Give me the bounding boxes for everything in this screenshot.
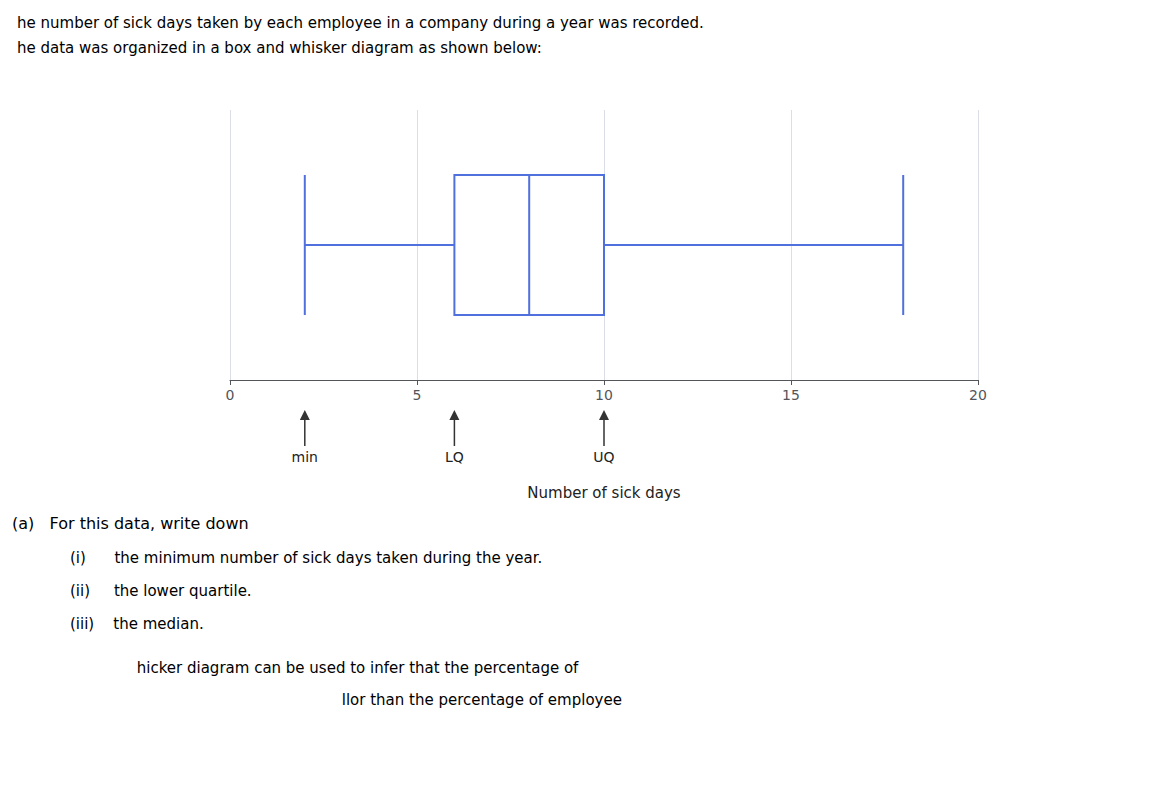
svg-text:(ii) the lower quartile.: (ii) the lower quartile.	[70, 582, 252, 600]
svg-text:llor than the percentage of em: llor than the percentage of employee	[70, 691, 622, 709]
svg-text:5: 5	[413, 387, 422, 403]
svg-text:20: 20	[969, 387, 987, 403]
svg-text:10: 10	[595, 387, 613, 403]
svg-text:UQ: UQ	[593, 449, 614, 465]
svg-text:LQ: LQ	[445, 449, 464, 465]
svg-text:min: min	[292, 449, 318, 465]
svg-text:hicker diagram can be used to: hicker diagram can be used to infer that…	[70, 659, 579, 677]
svg-text:0: 0	[226, 387, 235, 403]
svg-text:Number of sick days: Number of sick days	[527, 484, 681, 502]
svg-text:15: 15	[782, 387, 800, 403]
svg-text:(i) the minimum number of: (i) the minimum number of sick days take…	[70, 549, 542, 567]
svg-text:he number of sick days taken b: he number of sick days taken by each emp…	[17, 14, 704, 32]
svg-text:(a) For this data, write dow: (a) For this data, write down	[12, 514, 249, 533]
svg-text:he data was organized in a box: he data was organized in a box and whisk…	[17, 39, 542, 57]
svg-text:(iii) the median.: (iii) the median.	[70, 615, 204, 633]
